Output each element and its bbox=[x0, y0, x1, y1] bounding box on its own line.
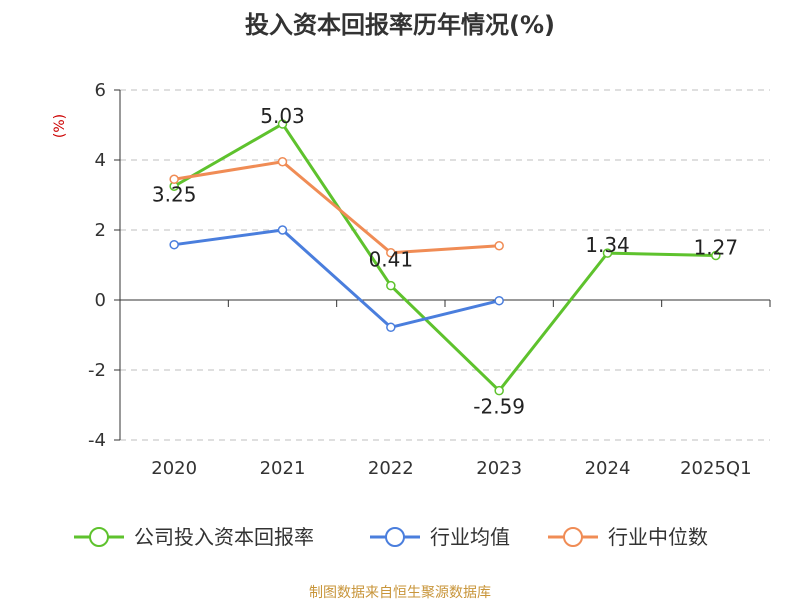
y-tick-label: -2 bbox=[88, 360, 106, 381]
data-labels: 3.25 5.03 0.41 -2.59 1.34 1.27 bbox=[152, 104, 738, 419]
legend-label: 公司投入资本回报率 bbox=[134, 525, 314, 549]
y-tick-label: 0 bbox=[95, 290, 106, 311]
x-tick-label: 2025Q1 bbox=[680, 458, 751, 479]
legend-label: 行业中位数 bbox=[608, 525, 708, 549]
series-line-0 bbox=[173, 122, 716, 393]
data-point bbox=[494, 385, 504, 396]
data-point bbox=[386, 322, 396, 333]
data-point bbox=[711, 250, 721, 261]
data-label: 1.34 bbox=[585, 233, 630, 257]
x-tick-label: 2023 bbox=[476, 458, 522, 479]
series-line-2 bbox=[173, 160, 500, 255]
data-point bbox=[386, 248, 396, 258]
data-point bbox=[277, 225, 288, 235]
x-tick-label: 2022 bbox=[368, 458, 414, 479]
legend-swatch-marker bbox=[89, 527, 109, 547]
axes: -4 -2 0 2 4 6 2020 2021 2022 2023 2024 2025Q1 bbox=[88, 80, 771, 479]
x-tick-label: 2020 bbox=[151, 458, 197, 479]
y-tick-label: 2 bbox=[95, 220, 106, 241]
data-point bbox=[602, 248, 613, 258]
source-note: 制图数据来自恒生聚源数据库 bbox=[309, 585, 491, 600]
data-point bbox=[494, 295, 504, 306]
gridlines bbox=[120, 89, 770, 441]
x-tick-label: 2021 bbox=[260, 458, 306, 479]
data-label: 3.25 bbox=[152, 182, 197, 206]
legend-label: 行业均值 bbox=[430, 525, 510, 549]
legend-swatch-marker bbox=[385, 527, 405, 547]
legend-swatch-marker bbox=[563, 527, 583, 547]
y-tick-label: -4 bbox=[88, 430, 106, 451]
data-point bbox=[277, 119, 288, 129]
x-tick-label: 2024 bbox=[585, 458, 631, 479]
data-label: 5.03 bbox=[260, 104, 305, 128]
data-point bbox=[169, 174, 179, 184]
legend: 公司投入资本回报率 行业均值 行业中位数 bbox=[74, 525, 708, 549]
series-lines bbox=[169, 119, 721, 396]
data-label: -2.59 bbox=[473, 395, 525, 419]
data-point bbox=[277, 157, 288, 167]
data-label: 1.27 bbox=[694, 236, 739, 260]
data-label: 0.41 bbox=[369, 248, 414, 272]
chart-title: 投入资本回报率历年情况(%) bbox=[245, 11, 555, 39]
data-point bbox=[169, 239, 179, 250]
data-point bbox=[386, 280, 396, 291]
y-tick-label: 4 bbox=[95, 150, 106, 171]
series-line-1 bbox=[173, 228, 500, 329]
data-point bbox=[494, 241, 504, 251]
y-tick-label: 6 bbox=[95, 80, 106, 101]
y-axis-unit-label: (%) bbox=[52, 114, 68, 138]
